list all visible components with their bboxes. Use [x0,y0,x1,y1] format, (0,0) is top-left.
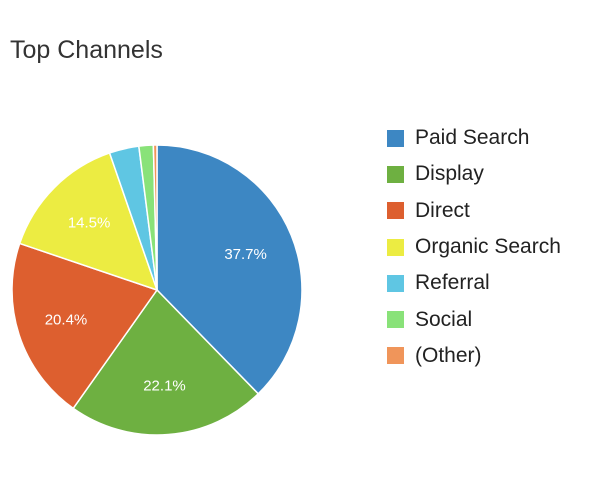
legend-item[interactable]: Display [387,156,561,192]
pie-slice-organic-search[interactable] [18,152,159,292]
legend-swatch [387,274,404,292]
legend-item[interactable]: Referral [387,265,561,301]
pie-slice-paid-search[interactable] [156,144,303,395]
slice-data-label: 37.7% [224,246,267,263]
slice-data-label: 20.4% [45,312,88,329]
legend-item[interactable]: Organic Search [387,229,561,265]
legend-item[interactable]: Social [387,301,561,337]
slice-data-label: 22.1% [143,377,186,394]
legend-swatch [387,311,404,329]
legend-label: Direct [415,198,470,222]
legend-label: Display [415,162,484,186]
legend-swatch [387,238,404,256]
legend-label: Social [415,307,473,331]
legend-label: Referral [415,271,490,295]
legend-label: (Other) [415,343,482,367]
legend-label: Paid Search [415,126,530,150]
slice-data-label: 14.5% [68,215,111,232]
legend-item[interactable]: Paid Search [387,120,561,156]
legend-label: Organic Search [415,235,561,259]
pie-slice-other[interactable] [152,144,158,291]
legend-swatch [387,165,404,183]
legend-item[interactable]: Direct [387,193,561,229]
legend-swatch [387,129,404,147]
pie-slice-direct[interactable] [11,242,159,410]
legend-swatch [387,347,404,365]
chart-title: Top Channels [10,36,163,64]
legend-item[interactable]: (Other) [387,338,561,374]
legend-swatch [387,202,404,220]
pie-slice-display[interactable] [72,288,260,436]
chart-legend: Paid Search Display Direct Organic Search Re… [387,120,561,374]
